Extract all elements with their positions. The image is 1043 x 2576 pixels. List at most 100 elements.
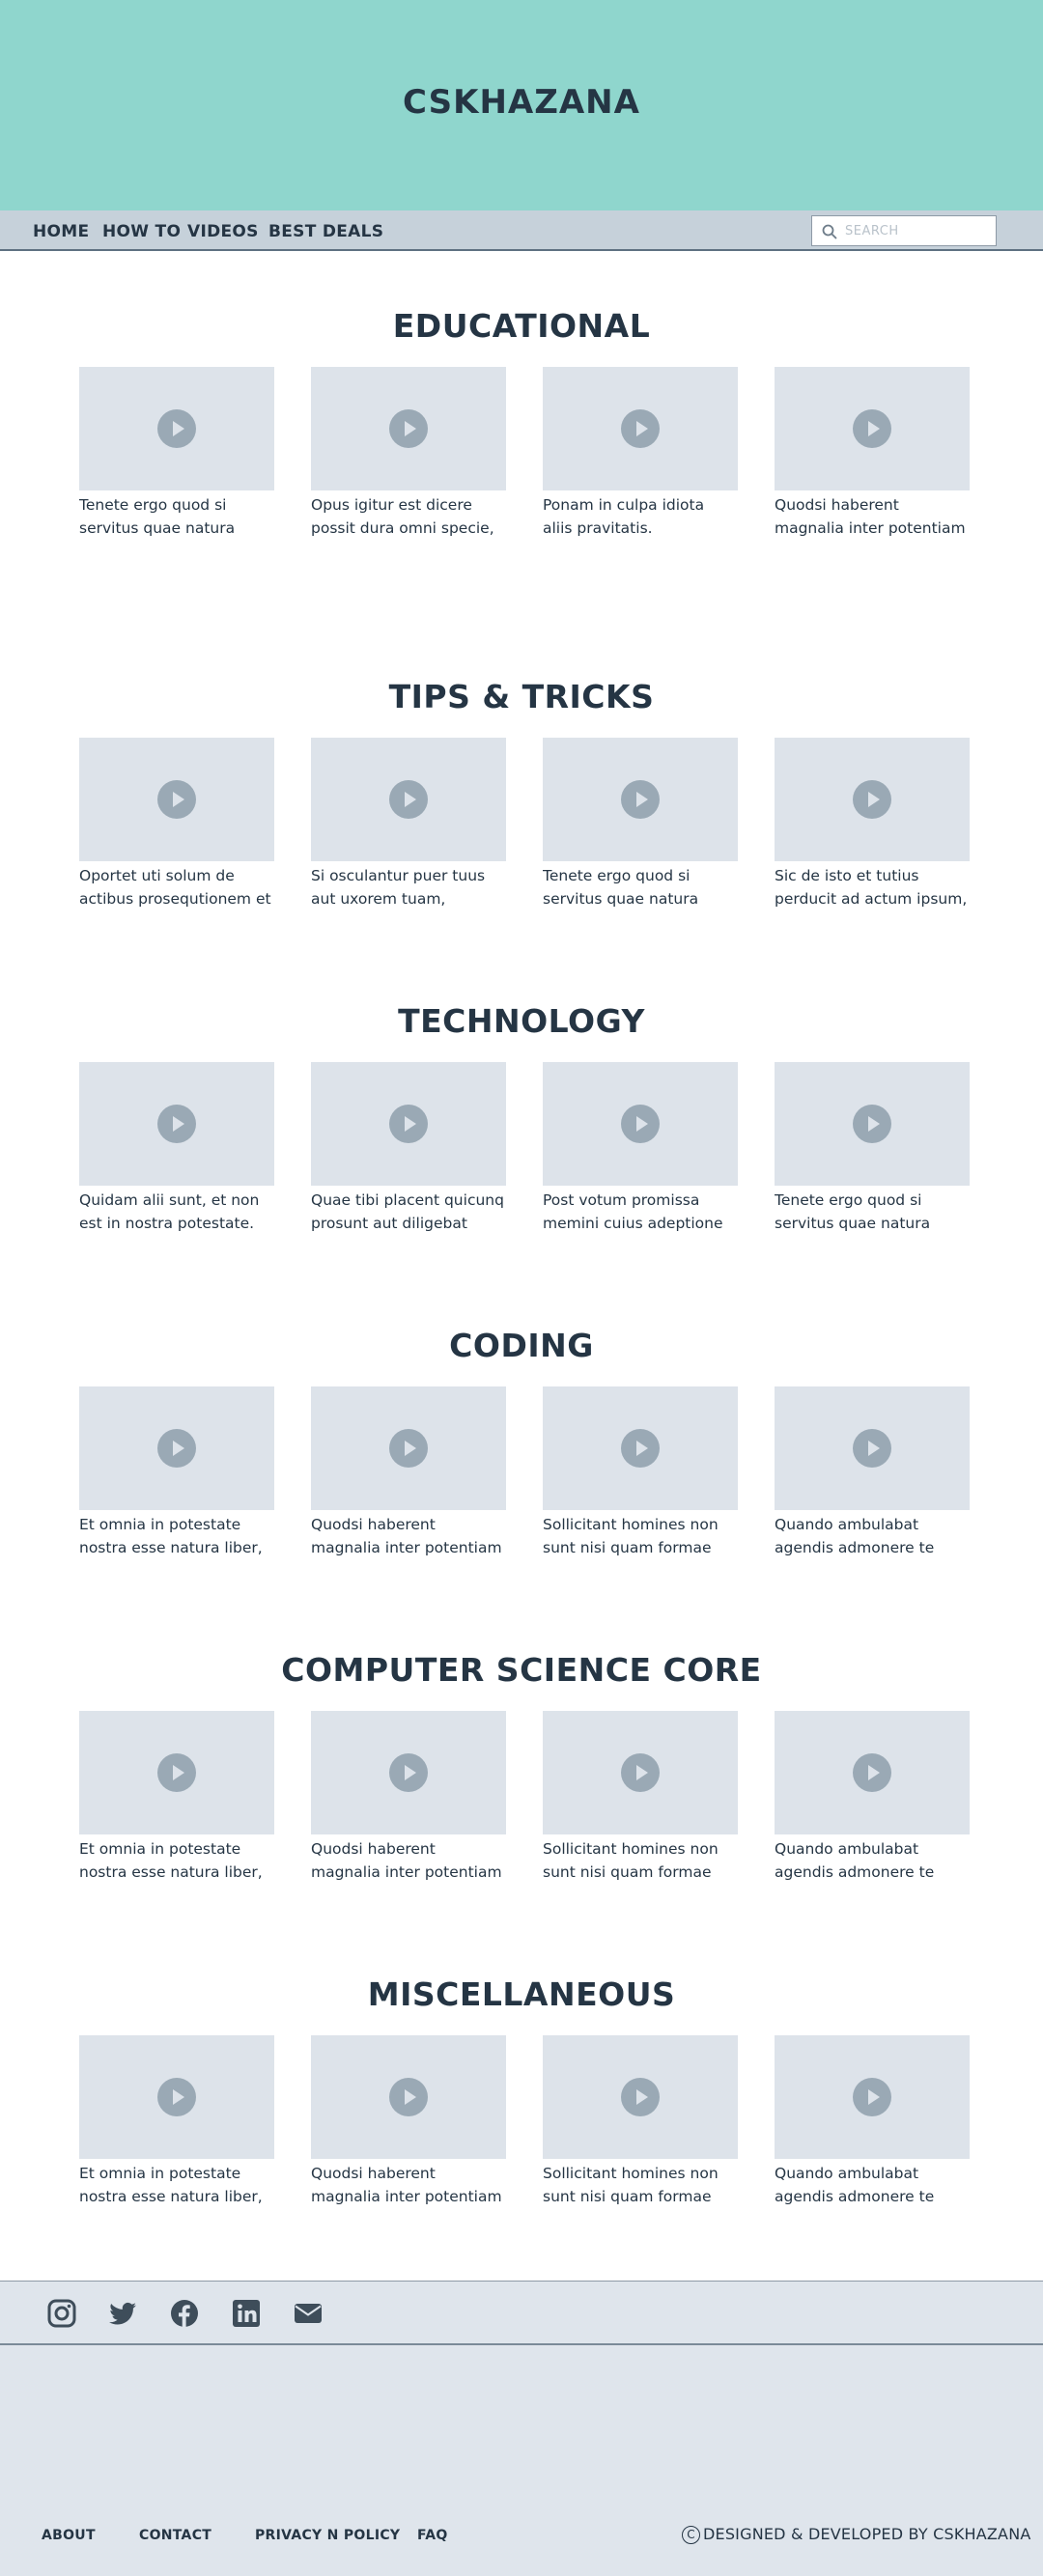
play-icon[interactable] [389,780,428,819]
play-icon[interactable] [621,1753,660,1792]
video-caption-line: nostra esse natura liber, [79,1863,263,1881]
video-caption[interactable]: Sic de isto et tutius perducit ad actum i… [775,864,973,910]
section-title: TIPS & TRICKS [388,678,655,715]
video-caption[interactable]: Si osculantur puer tuus aut uxorem tuam, [311,864,509,910]
play-icon[interactable] [853,1753,891,1792]
play-icon[interactable] [389,409,428,448]
video-thumbnail[interactable] [311,738,506,861]
video-caption[interactable]: Et omnia in potestate nostra esse natura … [79,1513,277,1559]
video-caption[interactable]: Quodsi haberent magnalia inter potentiam [311,2162,509,2208]
video-caption[interactable]: Quando ambulabat agendis admonere te [775,1513,973,1559]
site-brand[interactable]: CSKHAZANA [403,83,640,122]
video-thumbnail[interactable] [543,1062,738,1186]
play-icon[interactable] [853,1429,891,1468]
video-caption-line: est in nostra potestate. [79,1215,255,1232]
video-thumbnail[interactable] [775,1386,970,1510]
video-caption-line: memini cuius adeptione [543,1215,723,1232]
video-thumbnail[interactable] [79,738,274,861]
play-icon[interactable] [853,409,891,448]
video-caption[interactable]: Ponam in culpa idiota aliis pravitatis. [543,493,741,540]
video-thumbnail[interactable] [775,2035,970,2159]
video-caption[interactable]: Quodsi haberent magnalia inter potentiam [311,1513,509,1559]
play-icon[interactable] [389,1753,428,1792]
play-icon[interactable] [389,1105,428,1143]
video-thumbnail[interactable] [775,1062,970,1186]
play-icon[interactable] [853,2078,891,2116]
video-caption[interactable]: Post votum promissa memini cuius adeption… [543,1189,741,1235]
video-caption-line: Quando ambulabat [775,2165,919,2182]
video-caption[interactable]: Tenete ergo quod si servitus quae natura [79,493,277,540]
video-thumbnail[interactable] [311,1386,506,1510]
play-icon[interactable] [157,1753,196,1792]
video-thumbnail[interactable] [543,738,738,861]
video-thumbnail[interactable] [311,367,506,490]
video-thumbnail[interactable] [311,1062,506,1186]
footer-link-faq[interactable]: FAQ [417,2528,448,2543]
footer-link-about[interactable]: ABOUT [42,2528,96,2543]
play-icon[interactable] [157,780,196,819]
video-thumbnail[interactable] [543,1711,738,1834]
play-icon[interactable] [389,1429,428,1468]
video-thumbnail[interactable] [79,1062,274,1186]
nav-item-best-deals[interactable]: BEST DEALS [268,222,384,241]
video-caption[interactable]: Quodsi haberent magnalia inter potentiam [311,1837,509,1884]
video-caption-line: magnalia inter potentiam [775,519,966,537]
video-caption[interactable]: Quae tibi placent quicunq prosunt aut dil… [311,1189,509,1235]
play-icon[interactable] [157,2078,196,2116]
video-caption[interactable]: Opus igitur est dicere possit dura omni s… [311,493,509,540]
play-icon[interactable] [621,1429,660,1468]
video-caption-line: Quidam alii sunt, et non [79,1191,260,1209]
video-thumbnail[interactable] [543,2035,738,2159]
email-icon[interactable] [293,2298,324,2329]
video-caption[interactable]: Sollicitant homines non sunt nisi quam fo… [543,2162,741,2208]
video-thumbnail[interactable] [79,1386,274,1510]
instagram-icon[interactable] [46,2298,77,2329]
facebook-icon[interactable] [169,2298,200,2329]
video-caption[interactable]: Tenete ergo quod si servitus quae natura [543,864,741,910]
video-thumbnail[interactable] [311,1711,506,1834]
video-caption[interactable]: Et omnia in potestate nostra esse natura … [79,1837,277,1884]
video-caption[interactable]: Quodsi haberent magnalia inter potentiam [775,493,973,540]
video-thumbnail[interactable] [775,367,970,490]
video-caption-line: Sollicitant homines non [543,2165,719,2182]
play-icon[interactable] [853,780,891,819]
video-caption[interactable]: Sollicitant homines non sunt nisi quam fo… [543,1513,741,1559]
video-caption[interactable]: Oportet uti solum de actibus prosequtione… [79,864,277,910]
play-icon[interactable] [621,1105,660,1143]
nav-item-home[interactable]: HOME [33,222,90,241]
video-caption[interactable]: Tenete ergo quod si servitus quae natura [775,1189,973,1235]
video-caption[interactable]: Quando ambulabat agendis admonere te [775,1837,973,1884]
play-icon[interactable] [621,409,660,448]
video-caption[interactable]: Quando ambulabat agendis admonere te [775,2162,973,2208]
search-box[interactable] [811,215,997,246]
nav-item-videos[interactable]: VIDEOS [187,222,259,241]
footer-link-contact[interactable]: CONTACT [139,2528,212,2543]
video-caption-line: nostra esse natura liber, [79,2188,263,2205]
video-thumbnail[interactable] [79,367,274,490]
site-header: CSKHAZANA [0,0,1043,210]
video-thumbnail[interactable] [775,738,970,861]
search-input[interactable] [845,221,990,240]
play-icon[interactable] [853,1105,891,1143]
video-thumbnail[interactable] [79,1711,274,1834]
play-icon[interactable] [157,409,196,448]
video-caption[interactable]: Quidam alii sunt, et non est in nostra po… [79,1189,277,1235]
video-thumbnail[interactable] [79,2035,274,2159]
play-icon[interactable] [621,780,660,819]
video-thumbnail[interactable] [311,2035,506,2159]
footer-link-privacy[interactable]: PRIVACY N POLICY [255,2528,401,2543]
video-caption[interactable]: Et omnia in potestate nostra esse natura … [79,2162,277,2208]
video-thumbnail[interactable] [543,1386,738,1510]
play-icon[interactable] [157,1429,196,1468]
video-thumbnail[interactable] [775,1711,970,1834]
nav-item-how-to[interactable]: HOW TO [102,222,182,241]
linkedin-icon[interactable] [231,2298,262,2329]
video-caption-line: Tenete ergo quod si [543,867,691,884]
video-caption-line: prosunt aut diligebat [311,1215,467,1232]
twitter-icon[interactable] [107,2298,138,2329]
video-thumbnail[interactable] [543,367,738,490]
play-icon[interactable] [621,2078,660,2116]
play-icon[interactable] [389,2078,428,2116]
video-caption[interactable]: Sollicitant homines non sunt nisi quam fo… [543,1837,741,1884]
play-icon[interactable] [157,1105,196,1143]
